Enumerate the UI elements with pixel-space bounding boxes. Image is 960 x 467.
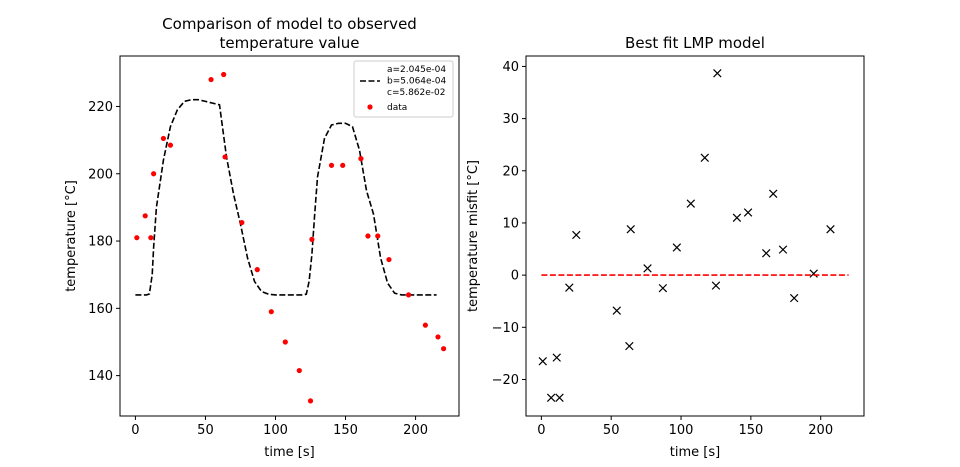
chart-panel-1: Comparison of model to observedtemperatu… <box>64 15 460 460</box>
misfit-marker <box>538 356 547 366</box>
chart-title: Comparison of model to observed <box>162 15 417 33</box>
x-tick-label: 200 <box>403 423 428 438</box>
data-point <box>167 142 174 148</box>
misfit-marker <box>700 153 710 162</box>
legend-label: a=2.045e-04 <box>387 65 446 75</box>
misfit-marker <box>789 293 799 303</box>
y-tick-label: −20 <box>492 373 519 388</box>
misfit-marker <box>732 213 742 222</box>
data-point <box>208 76 214 83</box>
data-point <box>375 233 381 239</box>
y-tick-label: 20 <box>502 164 519 179</box>
chart-panel-2: Best fit LMP model 0 50 100 150 200 −20 −10 0 10 2… <box>466 34 865 460</box>
data-point <box>307 398 314 404</box>
x-tick-label: 150 <box>333 423 358 438</box>
misfit-marker <box>809 269 818 278</box>
y-tick-label: 140 <box>88 369 113 384</box>
data-point <box>221 71 227 78</box>
x-tick-label: 100 <box>669 423 694 438</box>
misfit-marker <box>546 393 556 402</box>
misfit-marker <box>555 393 564 402</box>
y-tick-label: 0 <box>511 269 519 284</box>
legend-box <box>353 60 454 118</box>
data-point <box>296 367 302 374</box>
chart-title: Best fit LMP model <box>625 34 765 52</box>
data-point <box>268 309 274 315</box>
x-tick-label: 50 <box>603 423 620 438</box>
legend-label: c=5.862e-02 <box>387 88 446 98</box>
data-point <box>309 236 315 242</box>
data-point <box>282 339 288 345</box>
x-tick-label: 0 <box>537 423 545 438</box>
data-point <box>148 235 154 241</box>
misfit-marker <box>552 353 561 362</box>
y-tick-label: −10 <box>492 321 519 336</box>
misfit-marker <box>743 208 753 217</box>
x-tick-label: 50 <box>197 423 214 438</box>
misfit-marker <box>612 306 622 315</box>
y-tick-label: 180 <box>88 235 113 250</box>
misfit-marker <box>643 264 652 273</box>
data-point <box>340 162 346 168</box>
misfit-marker <box>572 230 581 240</box>
series-line-1 <box>135 98 437 296</box>
data-point <box>358 156 364 162</box>
y-tick-label: 10 <box>502 216 519 231</box>
data-point <box>142 213 148 219</box>
misfit-marker <box>713 68 722 78</box>
misfit-marker <box>686 199 696 208</box>
x-tick-label: 150 <box>738 423 763 438</box>
legend-dot-swatch <box>367 104 373 110</box>
legend-label: data <box>387 103 407 113</box>
misfit-marker <box>658 283 668 293</box>
x-tick-label: 100 <box>263 423 288 438</box>
data-point <box>254 267 260 273</box>
axes-frame <box>119 55 460 417</box>
misfit-marker <box>626 224 635 234</box>
data-point <box>151 171 157 177</box>
misfit-marker <box>565 283 574 292</box>
data-point <box>328 162 335 168</box>
misfit-marker <box>672 243 682 252</box>
data-point <box>365 233 371 239</box>
data-point <box>386 256 392 263</box>
data-point <box>440 346 447 352</box>
misfit-marker <box>711 281 721 290</box>
legend: a=2.045e-04 b=5.064e-04c=5.862e-02 data <box>353 60 454 118</box>
x-tick-label: 200 <box>808 423 833 438</box>
y-axis-label: temperature misfit [°C] <box>466 160 481 312</box>
data-point <box>134 235 140 241</box>
data-point <box>222 154 228 160</box>
y-tick-label: 200 <box>88 167 113 182</box>
misfit-marker <box>625 341 634 351</box>
y-axis-label: temperature [°C] <box>64 180 79 292</box>
legend-label: b=5.064e-04 <box>387 77 447 87</box>
x-tick-label: 0 <box>131 423 139 438</box>
y-tick-label: 220 <box>88 100 113 115</box>
data-point <box>422 322 428 328</box>
x-axis-label: time [s] <box>264 445 314 460</box>
y-tick-label: 40 <box>502 60 519 75</box>
data-point <box>239 219 245 226</box>
misfit-marker <box>826 224 835 234</box>
misfit-marker <box>762 248 771 258</box>
y-tick-label: 30 <box>502 112 519 127</box>
y-tick-label: 160 <box>88 302 113 317</box>
misfit-marker <box>768 189 778 198</box>
data-point <box>160 135 167 142</box>
chart-title: temperature value <box>219 34 359 52</box>
data-point <box>435 334 441 340</box>
x-axis-label: time [s] <box>670 445 720 460</box>
axes-frame <box>525 55 865 417</box>
misfit-marker <box>778 245 788 254</box>
data-point <box>405 292 412 298</box>
